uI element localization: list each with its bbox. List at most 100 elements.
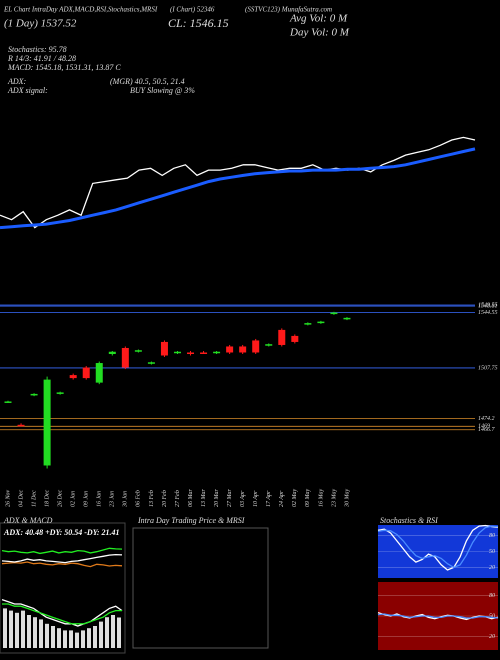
bar: [33, 617, 37, 648]
line-series: [0, 147, 476, 230]
candle-body: [56, 392, 64, 394]
panel-title: ADX & MACD: [3, 516, 53, 525]
x-tick-label: 16 May: [318, 489, 324, 507]
bar: [27, 615, 31, 648]
y-tick-label: 20: [489, 565, 495, 571]
bar: [93, 626, 97, 648]
bar: [75, 632, 79, 648]
annotation: (SSTVC123) MunafaSutra.com: [245, 6, 332, 14]
x-tick-label: 11 Dec: [31, 490, 37, 507]
candle-body: [147, 362, 155, 364]
candle-body: [291, 335, 299, 342]
panel-subtitle: ADX: 40.48 +DY: 50.54 -DY: 21.41: [3, 528, 120, 537]
x-tick-label: 02 May: [292, 489, 298, 507]
line-series: [377, 613, 499, 619]
candle-body: [121, 347, 129, 368]
x-tick-label: 10 Apr: [253, 490, 259, 507]
annotation: ADX signal:: [7, 86, 48, 95]
candle-body: [69, 375, 77, 379]
candle-body: [160, 341, 168, 356]
candle-body: [200, 352, 208, 354]
x-tick-label: 24 Apr: [278, 490, 285, 507]
annotation: Day Vol: 0 M: [289, 27, 350, 39]
x-tick-label: 09 Jan: [84, 491, 90, 507]
line-series: [2, 603, 122, 625]
annotation: MACD: 1545.18, 1531.31, 13.87 C: [7, 63, 121, 72]
line-series: [1, 547, 123, 555]
y-tick-label: 1549.55: [478, 301, 498, 308]
x-tick-label: 20 Mar: [214, 489, 220, 507]
bar: [105, 617, 109, 648]
candle-body: [173, 351, 181, 354]
candle-body: [43, 379, 51, 466]
bar: [21, 610, 25, 648]
bar: [57, 628, 61, 648]
line-series: [1, 553, 123, 564]
candle-body: [330, 312, 338, 315]
annotation: CL: 1546.15: [168, 16, 229, 30]
annotation: (I Chart) 52346: [170, 6, 215, 14]
panel-title: Stochastics & RSI: [380, 516, 438, 525]
annotation: EL Chart IntraDay ADX,MACD,RSI,Stochasti…: [3, 6, 158, 14]
bar: [117, 617, 121, 648]
annotation: BUY Slowing @ 3%: [130, 86, 195, 95]
x-tick-label: 30 May: [344, 489, 350, 508]
candle-body: [304, 323, 312, 325]
bar: [9, 610, 13, 648]
intraday-box: [132, 527, 269, 649]
x-tick-label: 27 Mar: [227, 489, 233, 507]
candle-body: [95, 363, 103, 383]
annotation: R 14/3: 41.91 / 48.28: [7, 54, 76, 63]
candle-body: [213, 351, 221, 354]
y-tick-label: 1548.81: [478, 302, 498, 309]
line-series: [377, 524, 499, 571]
x-tick-label: 16 Jan: [97, 491, 103, 507]
candle-body: [134, 350, 142, 352]
y-tick-label: 80: [489, 533, 495, 539]
candle-body: [239, 346, 247, 353]
panel-title: Intra Day Trading Price & MRSI: [137, 516, 245, 525]
annotation: Stochastics: 95.78: [8, 45, 67, 54]
x-tick-label: 04 Dec: [17, 490, 24, 507]
candle-body: [265, 344, 273, 346]
line-series: [1, 561, 123, 568]
x-tick-label: 30 Jan: [123, 491, 129, 508]
bar: [111, 615, 115, 648]
x-tick-label: 06 Mar: [188, 489, 194, 507]
y-tick-label: 80: [489, 593, 495, 599]
y-tick-label: 1544.55: [478, 309, 498, 316]
line-series: [1, 598, 123, 627]
annotation: (1 Day) 1537.52: [4, 18, 77, 30]
bar: [39, 619, 43, 648]
x-tick-label: 26 Dec: [58, 490, 64, 507]
candle-body: [108, 351, 116, 354]
x-tick-label: 27 Feb: [175, 490, 181, 507]
candle-body: [252, 340, 260, 353]
line-series: [377, 525, 499, 569]
candle-body: [317, 321, 325, 324]
candle-body: [17, 424, 25, 427]
bar: [3, 608, 7, 648]
candle-body: [4, 401, 12, 403]
candle-body: [82, 367, 90, 379]
annotation: Avg Vol: 0 M: [289, 13, 348, 25]
annotation: ADX:: [7, 77, 27, 86]
annotation: (MGR) 40.5, 50.5, 21.4: [110, 77, 185, 86]
bar: [51, 626, 55, 648]
adx-box: [0, 522, 126, 654]
y-tick-label: 1474.2: [478, 415, 495, 422]
x-tick-label: 13 Mar: [201, 489, 207, 507]
bar: [45, 623, 49, 648]
x-tick-label: 18 Dec: [44, 490, 50, 507]
y-tick-label: 1507.75: [478, 365, 498, 371]
candle-body: [343, 317, 351, 320]
y-tick-label: 1469: [478, 423, 490, 430]
line-series: [0, 136, 476, 229]
candle-body: [278, 329, 286, 345]
candle-body: [187, 352, 195, 354]
bar: [63, 630, 67, 648]
candle-body: [30, 393, 38, 396]
candle-body: [226, 346, 234, 353]
